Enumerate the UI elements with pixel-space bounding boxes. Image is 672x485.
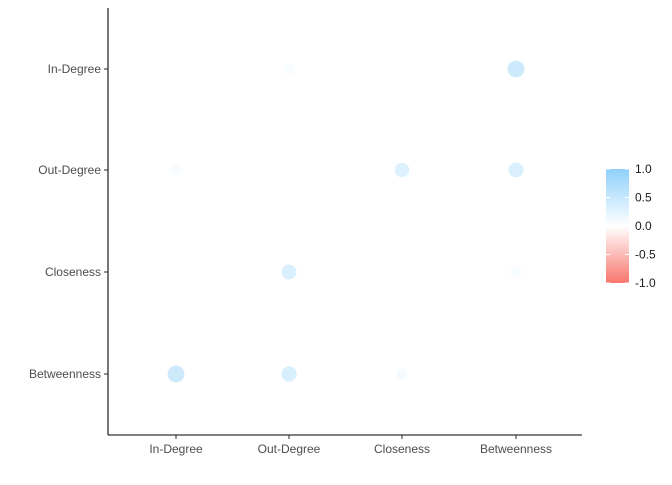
y-tick-label: Closeness [45, 265, 101, 279]
x-tick-label: In-Degree [149, 442, 203, 456]
ticks-layer: In-Degree Out-Degree Closeness Betweenness I… [29, 62, 552, 456]
data-point [507, 60, 525, 78]
data-point [510, 266, 522, 278]
legend-tick-label: -0.5 [635, 248, 656, 262]
data-point [394, 162, 410, 178]
y-tick-label: Out-Degree [38, 163, 101, 177]
points-layer [167, 60, 525, 383]
data-point [167, 365, 185, 383]
data-point [283, 63, 295, 75]
legend-tick-label: 1.0 [635, 162, 652, 176]
y-tick-label: In-Degree [48, 62, 102, 76]
legend-tick-label: 0.5 [635, 191, 652, 205]
legend-tick-label: -1.0 [635, 276, 656, 290]
x-tick-label: Out-Degree [258, 442, 321, 456]
x-tick-label: Betweenness [480, 442, 552, 456]
data-point [396, 368, 408, 380]
data-point [281, 264, 297, 280]
legend-colorbar [606, 169, 629, 283]
x-tick-label: Closeness [374, 442, 430, 456]
data-point [281, 366, 297, 382]
color-legend: 1.0 0.5 0.0 -0.5 -1.0 [606, 162, 656, 290]
data-point [508, 162, 524, 178]
legend-tick-label: 0.0 [635, 219, 652, 233]
y-tick-label: Betweenness [29, 367, 101, 381]
data-point [170, 164, 182, 176]
